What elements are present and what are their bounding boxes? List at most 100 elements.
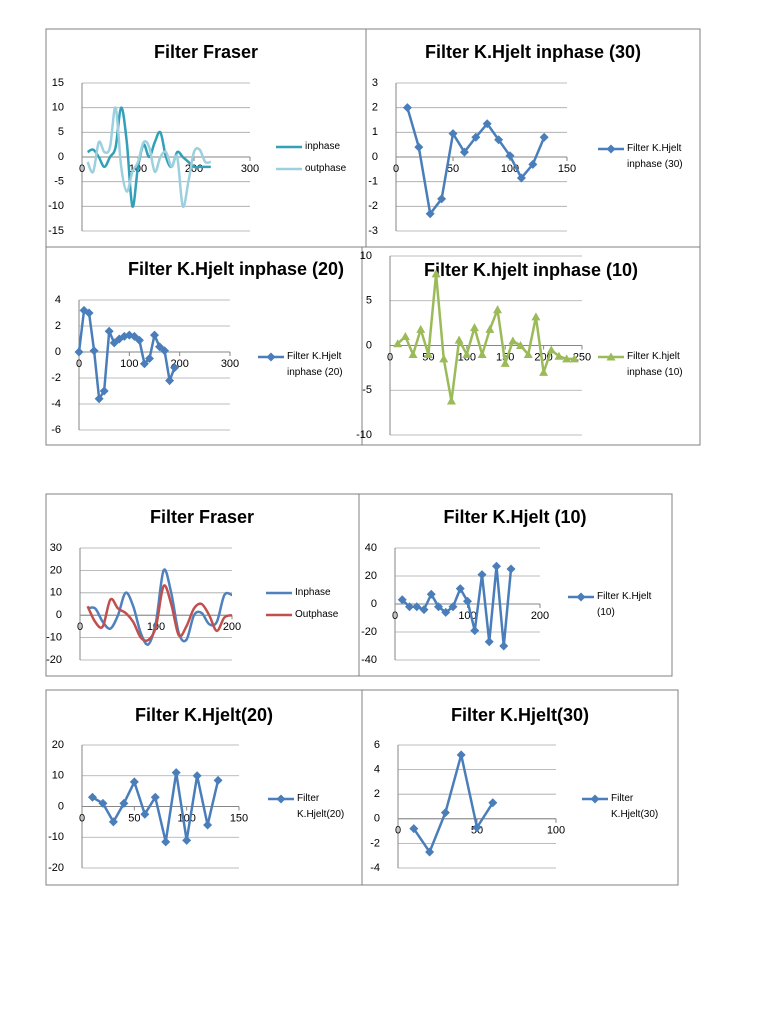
y-tick-label: -4 (370, 862, 380, 874)
chart-title: Filter K.Hjelt inphase (30) (425, 42, 641, 62)
data-point (448, 129, 458, 139)
data-point (482, 119, 492, 129)
y-tick-label: -1 (368, 176, 378, 188)
y-tick-label: 5 (58, 126, 64, 138)
data-point (402, 103, 412, 113)
data-point (213, 775, 223, 785)
y-tick-label: 6 (374, 739, 380, 751)
y-tick-label: -20 (361, 626, 377, 638)
y-tick-label: 15 (52, 77, 64, 89)
data-point (425, 209, 435, 219)
data-point (606, 352, 616, 361)
legend-label: Filter K.hjelt inphase (10) (627, 351, 683, 378)
series-line (86, 106, 211, 208)
data-point (471, 132, 481, 142)
data-point (446, 396, 456, 405)
data-point (516, 341, 526, 349)
y-tick-label: -2 (51, 372, 61, 384)
data-point (140, 809, 150, 819)
x-tick-label: 0 (387, 351, 393, 363)
x-tick-label: 50 (447, 163, 459, 175)
data-point (462, 349, 472, 358)
data-point (74, 347, 84, 357)
chart-title: Filter K.Hjelt(20) (135, 705, 273, 725)
legend-label: Filter K.Hjelt(20) (297, 793, 345, 820)
y-tick-label: -4 (51, 398, 61, 410)
x-tick-label: 100 (177, 812, 195, 824)
y-tick-label: 2 (55, 320, 61, 332)
data-point (539, 367, 549, 376)
y-tick-label: -5 (362, 384, 372, 396)
series-line (401, 566, 513, 647)
data-point (423, 349, 433, 358)
series-line (412, 754, 494, 855)
data-point (472, 822, 482, 832)
chart-frame (361, 246, 701, 446)
x-tick-label: 0 (79, 163, 85, 175)
chart-title: Filter K.hjelt inphase (10) (424, 260, 638, 280)
chart-title: Filter K.Hjelt inphase (20) (128, 259, 344, 279)
data-point (408, 349, 418, 358)
data-point (528, 159, 538, 169)
y-tick-label: 0 (58, 151, 64, 163)
y-tick-label: 5 (366, 295, 372, 307)
y-tick-label: 10 (52, 770, 64, 782)
data-point (87, 792, 97, 802)
chart: Filter K.hjelt inphase (10)-10-505100501… (356, 246, 701, 446)
data-point (405, 602, 414, 612)
legend-label: Filter K.Hjelt inphase (30) (627, 143, 683, 170)
y-tick-label: 3 (372, 77, 378, 89)
y-tick-label: 20 (52, 739, 64, 751)
data-point (531, 312, 541, 321)
y-tick-label: 10 (52, 102, 64, 114)
data-point (488, 798, 498, 808)
chart-frame (361, 689, 679, 886)
data-point (523, 349, 533, 358)
x-tick-label: 0 (79, 812, 85, 824)
series-line (86, 106, 212, 209)
data-point (448, 602, 458, 612)
chart-title: Filter Fraser (154, 42, 258, 62)
data-point (104, 326, 114, 336)
y-tick-label: -20 (46, 654, 62, 666)
data-point (477, 349, 487, 358)
legend-label: Inphase (295, 587, 331, 598)
y-tick-label: -10 (46, 632, 62, 644)
y-tick-label: -10 (48, 200, 64, 212)
data-point (576, 592, 586, 602)
data-point (440, 808, 450, 818)
data-point (469, 323, 479, 332)
data-point (144, 354, 154, 363)
legend-label: inphase (305, 141, 341, 152)
data-point (425, 847, 435, 857)
y-tick-label: 10 (50, 587, 62, 599)
y-tick-label: -6 (51, 424, 61, 436)
x-tick-label: 100 (120, 358, 138, 370)
data-point (134, 335, 144, 345)
data-point (456, 750, 466, 760)
data-point (485, 324, 495, 333)
chart: Filter K.Hjelt inphase (30) -3 -2 -1 0 1 2 3 0 50… (365, 28, 701, 248)
x-tick-label: 100 (547, 825, 565, 837)
data-point (590, 794, 600, 804)
data-point (276, 794, 286, 804)
x-tick-label: 0 (395, 825, 401, 837)
y-tick-label: 0 (58, 800, 64, 812)
data-point (119, 798, 129, 808)
data-point (412, 602, 422, 612)
series-line (87, 568, 233, 646)
legend-label: Filter K.Hjelt inphase (20) (287, 351, 343, 378)
data-point (171, 768, 181, 778)
y-tick-label: 0 (374, 813, 380, 825)
data-point (455, 584, 465, 594)
data-point (505, 151, 515, 161)
data-point (539, 132, 549, 142)
data-point (419, 605, 429, 615)
data-point (516, 173, 526, 183)
x-tick-label: 0 (392, 610, 398, 622)
data-point (161, 837, 171, 847)
data-point (546, 345, 556, 354)
